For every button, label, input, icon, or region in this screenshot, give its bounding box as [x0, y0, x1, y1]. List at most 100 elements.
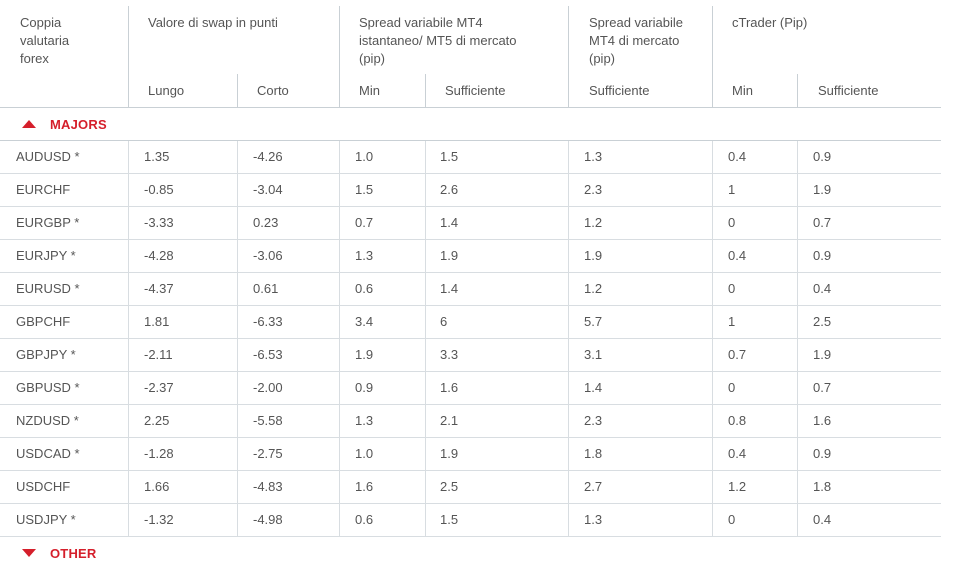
header-divider — [712, 6, 713, 107]
header-divider — [568, 6, 569, 107]
column-divider — [712, 273, 713, 305]
cell-swap-short: -6.53 — [253, 347, 283, 362]
column-divider — [339, 207, 340, 239]
cell-mt4-market-sufficiente: 1.3 — [584, 149, 603, 164]
cell-ctrader-min: 0 — [728, 281, 736, 296]
column-divider — [568, 273, 569, 305]
cell-mt4-mt5-sufficiente: 1.5 — [440, 512, 459, 527]
column-divider — [712, 438, 713, 470]
column-divider — [797, 504, 798, 536]
header-ctrader-sufficiente: Sufficiente — [818, 83, 879, 98]
cell-mt4-market-sufficiente: 5.7 — [584, 314, 603, 329]
cell-mt4-min: 0.6 — [355, 281, 374, 296]
cell-pair: AUDUSD * — [16, 149, 80, 164]
column-divider — [237, 273, 238, 305]
column-divider — [712, 306, 713, 338]
header-swap-long: Lungo — [148, 83, 185, 98]
column-divider — [712, 339, 713, 371]
cell-ctrader-sufficiente: 2.5 — [813, 314, 832, 329]
cell-ctrader-sufficiente: 0.4 — [813, 512, 832, 527]
section-majors-toggle[interactable]: MAJORS — [0, 108, 941, 141]
cell-pair: EURUSD * — [16, 281, 80, 296]
cell-mt4-mt5-sufficiente: 1.4 — [440, 215, 459, 230]
column-divider — [568, 174, 569, 206]
column-divider — [712, 372, 713, 404]
table-row: GBPCHF 1.81 -6.33 3.4 6 5.7 1 2.5 — [0, 306, 941, 339]
cell-ctrader-min: 1.2 — [728, 479, 747, 494]
cell-mt4-market-sufficiente: 1.8 — [584, 446, 603, 461]
table-row: USDJPY * -1.32 -4.98 0.6 1.5 1.3 0 0.4 — [0, 504, 941, 537]
cell-ctrader-sufficiente: 0.9 — [813, 446, 832, 461]
cell-ctrader-sufficiente: 1.6 — [813, 413, 832, 428]
cell-mt4-market-sufficiente: 2.3 — [584, 182, 603, 197]
cell-ctrader-sufficiente: 0.9 — [813, 149, 832, 164]
section-other-toggle[interactable]: OTHER — [0, 537, 941, 569]
table-row: EURGBP * -3.33 0.23 0.7 1.4 1.2 0 0.7 — [0, 207, 941, 240]
column-divider — [237, 339, 238, 371]
cell-pair: GBPJPY * — [16, 347, 76, 362]
column-divider — [568, 339, 569, 371]
cell-ctrader-sufficiente: 1.9 — [813, 182, 832, 197]
cell-swap-short: -6.33 — [253, 314, 283, 329]
column-divider — [128, 372, 129, 404]
cell-swap-short: -2.00 — [253, 380, 283, 395]
table-row: EURCHF -0.85 -3.04 1.5 2.6 2.3 1 1.9 — [0, 174, 941, 207]
cell-ctrader-sufficiente: 0.7 — [813, 215, 832, 230]
cell-swap-long: 1.81 — [144, 314, 170, 329]
column-divider — [797, 471, 798, 503]
cell-mt4-min: 1.5 — [355, 182, 374, 197]
column-divider — [237, 306, 238, 338]
cell-ctrader-min: 1 — [728, 314, 736, 329]
cell-mt4-min: 1.0 — [355, 149, 374, 164]
cell-mt4-min: 1.0 — [355, 446, 374, 461]
column-divider — [128, 273, 129, 305]
column-divider — [425, 240, 426, 272]
column-divider — [339, 240, 340, 272]
cell-mt4-mt5-sufficiente: 1.5 — [440, 149, 459, 164]
cell-mt4-market-sufficiente: 2.3 — [584, 413, 603, 428]
cell-mt4-min: 1.3 — [355, 248, 374, 263]
column-divider — [797, 240, 798, 272]
cell-mt4-market-sufficiente: 1.9 — [584, 248, 603, 263]
cell-swap-long: -1.28 — [144, 446, 174, 461]
column-divider — [339, 438, 340, 470]
column-divider — [339, 306, 340, 338]
column-divider — [712, 405, 713, 437]
table-body: AUDUSD * 1.35 -4.26 1.0 1.5 1.3 0.4 0.9 EURCHF -0… — [0, 141, 941, 537]
cell-mt4-mt5-sufficiente: 3.3 — [440, 347, 459, 362]
cell-mt4-min: 1.3 — [355, 413, 374, 428]
column-divider — [339, 141, 340, 173]
cell-ctrader-min: 0.4 — [728, 446, 747, 461]
cell-swap-short: -3.06 — [253, 248, 283, 263]
column-divider — [128, 405, 129, 437]
cell-pair: NZDUSD * — [16, 413, 79, 428]
cell-mt4-min: 0.6 — [355, 512, 374, 527]
header-swap-short: Corto — [257, 83, 289, 98]
column-divider — [128, 438, 129, 470]
cell-swap-long: -4.37 — [144, 281, 174, 296]
header-swap: Valore di swap in punti — [148, 15, 278, 30]
cell-mt4-market-sufficiente: 1.3 — [584, 512, 603, 527]
column-divider — [797, 174, 798, 206]
header-divider — [797, 74, 798, 107]
column-divider — [425, 273, 426, 305]
column-divider — [237, 174, 238, 206]
cell-mt4-market-sufficiente: 1.2 — [584, 281, 603, 296]
table-row: USDCAD * -1.28 -2.75 1.0 1.9 1.8 0.4 0.9 — [0, 438, 941, 471]
header-divider — [128, 6, 129, 107]
column-divider — [568, 141, 569, 173]
cell-mt4-market-sufficiente: 2.7 — [584, 479, 603, 494]
column-divider — [237, 141, 238, 173]
column-divider — [237, 405, 238, 437]
column-divider — [339, 471, 340, 503]
column-divider — [425, 438, 426, 470]
column-divider — [425, 471, 426, 503]
header-ctrader-min: Min — [732, 83, 753, 98]
cell-ctrader-min: 1 — [728, 182, 736, 197]
cell-ctrader-sufficiente: 0.4 — [813, 281, 832, 296]
table-header: Coppia valutaria forex Valore di swap in… — [0, 0, 941, 108]
column-divider — [425, 141, 426, 173]
header-divider — [339, 6, 340, 107]
column-divider — [568, 438, 569, 470]
cell-mt4-mt5-sufficiente: 1.9 — [440, 248, 459, 263]
